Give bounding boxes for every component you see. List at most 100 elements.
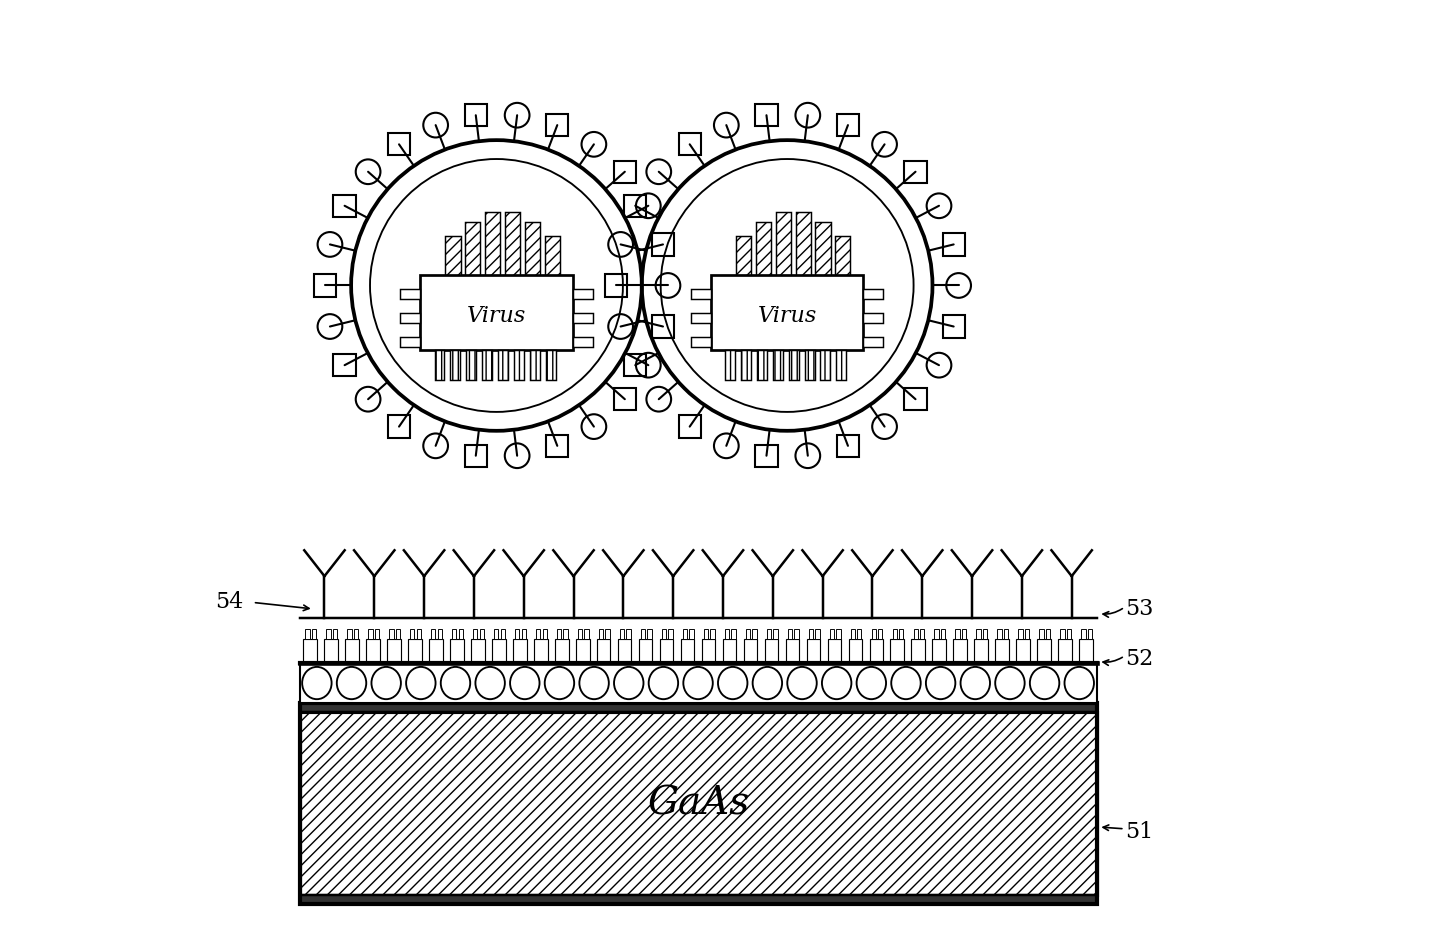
Bar	[544, 236, 560, 277]
Ellipse shape	[475, 667, 505, 699]
Bar	[573, 337, 593, 347]
Bar	[789, 350, 798, 379]
Bar	[543, 629, 547, 639]
Bar	[837, 114, 859, 136]
Ellipse shape	[336, 667, 367, 699]
Bar	[446, 236, 460, 277]
Bar	[766, 629, 771, 639]
Bar	[525, 221, 540, 277]
Bar	[618, 639, 632, 663]
Bar	[613, 161, 636, 183]
Bar	[459, 629, 463, 639]
Bar	[659, 639, 674, 663]
Ellipse shape	[857, 667, 886, 699]
Bar	[942, 234, 965, 255]
Bar	[935, 629, 939, 639]
Bar	[625, 354, 646, 377]
Bar	[921, 629, 925, 639]
Bar	[912, 639, 925, 663]
Bar	[1046, 629, 1051, 639]
Bar	[408, 639, 421, 663]
Bar	[691, 312, 711, 324]
Bar	[388, 133, 410, 155]
Ellipse shape	[649, 667, 678, 699]
Bar	[429, 639, 443, 663]
Ellipse shape	[892, 667, 921, 699]
Bar	[857, 629, 861, 639]
Bar	[662, 629, 667, 639]
Ellipse shape	[615, 667, 644, 699]
Text: 52: 52	[1124, 648, 1153, 670]
Bar	[879, 629, 883, 639]
Ellipse shape	[580, 667, 609, 699]
Bar	[755, 104, 778, 127]
Bar	[848, 639, 861, 663]
Bar	[1061, 629, 1065, 639]
Bar	[639, 639, 652, 663]
Bar	[794, 629, 798, 639]
Bar	[521, 629, 525, 639]
Bar	[303, 639, 317, 663]
Bar	[420, 275, 573, 350]
Bar	[723, 639, 736, 663]
Bar	[473, 629, 478, 639]
Bar	[1066, 629, 1071, 639]
Bar	[625, 195, 646, 217]
Bar	[710, 629, 714, 639]
Bar	[326, 629, 330, 639]
Text: GaAs: GaAs	[646, 785, 749, 822]
Ellipse shape	[509, 667, 540, 699]
Bar	[306, 629, 310, 639]
Bar	[742, 350, 750, 379]
Bar	[400, 289, 420, 299]
Bar	[701, 639, 716, 663]
Bar	[482, 350, 492, 379]
Bar	[354, 629, 358, 639]
Bar	[1025, 629, 1029, 639]
Bar	[512, 639, 527, 663]
Bar	[492, 639, 505, 663]
Ellipse shape	[684, 667, 713, 699]
Bar	[388, 415, 410, 438]
Bar	[470, 639, 485, 663]
Bar	[395, 629, 400, 639]
Bar	[1004, 629, 1009, 639]
Bar	[584, 629, 589, 639]
Bar	[691, 289, 711, 299]
Bar	[333, 354, 356, 377]
Bar	[545, 350, 556, 379]
Bar	[815, 221, 831, 277]
Bar	[613, 388, 636, 411]
Text: Virus: Virus	[758, 306, 817, 327]
Bar	[333, 629, 338, 639]
Ellipse shape	[1030, 667, 1059, 699]
Bar	[313, 274, 336, 297]
Bar	[479, 629, 483, 639]
Bar	[485, 212, 501, 277]
Bar	[678, 415, 701, 438]
Bar	[752, 629, 756, 639]
Bar	[785, 639, 799, 663]
Bar	[996, 639, 1009, 663]
Bar	[756, 221, 771, 277]
Bar	[1058, 639, 1072, 663]
Bar	[905, 388, 926, 411]
Bar	[773, 350, 782, 379]
Bar	[434, 350, 444, 379]
Bar	[776, 212, 791, 277]
Bar	[494, 629, 498, 639]
Bar	[652, 315, 674, 338]
Bar	[325, 639, 338, 663]
Bar	[795, 212, 811, 277]
Bar	[400, 312, 420, 324]
Bar	[726, 350, 734, 379]
Bar	[400, 337, 420, 347]
Bar	[788, 629, 792, 639]
Bar	[704, 629, 709, 639]
Bar	[863, 337, 883, 347]
Bar	[300, 895, 1097, 904]
Ellipse shape	[753, 667, 782, 699]
Text: 51: 51	[1124, 821, 1153, 843]
Bar	[348, 629, 352, 639]
Bar	[387, 639, 401, 663]
